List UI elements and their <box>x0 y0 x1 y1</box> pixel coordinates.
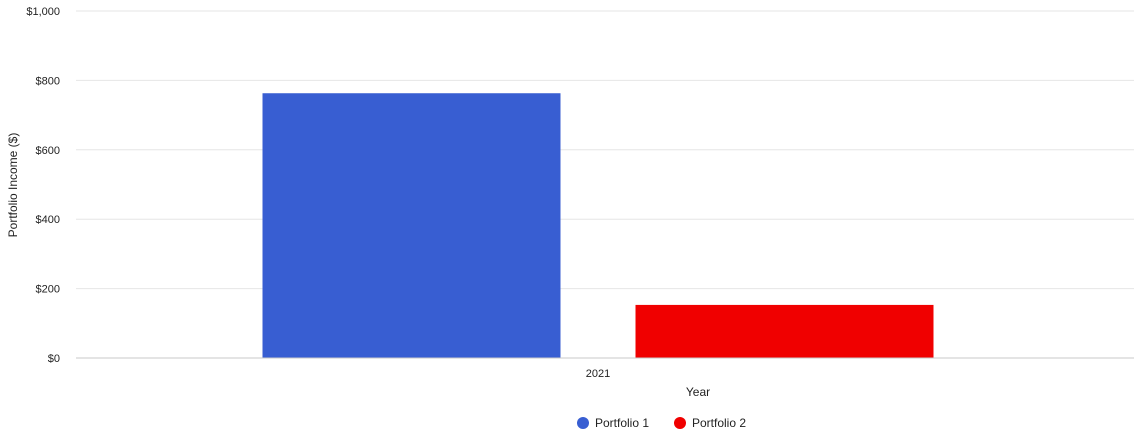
x-axis-ticks: 2021 <box>586 368 610 380</box>
legend: Portfolio 1 Portfolio 2 <box>577 416 746 430</box>
bars <box>262 93 934 358</box>
y-tick-label: $800 <box>36 75 60 87</box>
bar-portfolio-1[interactable] <box>262 93 561 358</box>
y-tick-label: $400 <box>36 214 60 226</box>
legend-item-portfolio-2[interactable]: Portfolio 2 <box>674 416 746 430</box>
y-axis-ticks: $0 $200 $400 $600 $800 $1,000 <box>26 6 60 365</box>
x-tick-label: 2021 <box>586 368 610 380</box>
y-tick-label: $0 <box>48 353 60 365</box>
y-tick-label: $1,000 <box>26 6 60 18</box>
legend-item-portfolio-1[interactable]: Portfolio 1 <box>577 416 649 430</box>
legend-swatch <box>577 417 589 429</box>
y-tick-label: $600 <box>36 145 60 157</box>
legend-label: Portfolio 1 <box>595 416 649 430</box>
gridlines <box>76 10 1134 290</box>
legend-label: Portfolio 2 <box>692 416 746 430</box>
legend-swatch <box>674 417 686 429</box>
y-tick-label: $200 <box>36 284 60 296</box>
y-axis-title: Portfolio Income ($) <box>6 133 20 238</box>
x-axis-title: Year <box>686 385 710 399</box>
bar-portfolio-2[interactable] <box>635 304 934 358</box>
